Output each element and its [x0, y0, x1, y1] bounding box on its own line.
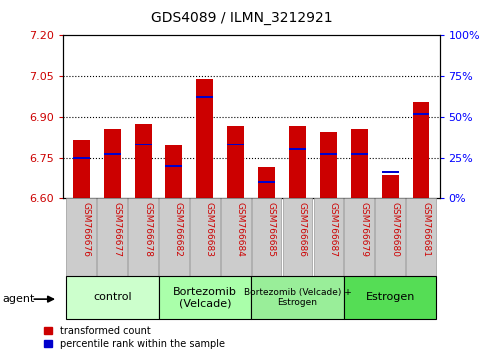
Bar [166, 165, 183, 167]
Bar [104, 153, 121, 155]
Bar [351, 129, 368, 198]
Bar [197, 79, 213, 198]
Bar [73, 156, 90, 159]
Bar [158, 276, 251, 319]
Text: GSM766682: GSM766682 [174, 202, 183, 257]
Bar [351, 153, 368, 155]
Bar [406, 198, 436, 276]
Text: control: control [93, 292, 131, 302]
Text: GSM766678: GSM766678 [143, 202, 152, 257]
Text: Estrogen: Estrogen [366, 292, 415, 302]
Legend: transformed count, percentile rank within the sample: transformed count, percentile rank withi… [43, 326, 225, 349]
Bar [128, 198, 158, 276]
Text: GSM766684: GSM766684 [236, 202, 245, 257]
Bar [252, 198, 282, 276]
Bar [313, 198, 343, 276]
Text: GDS4089 / ILMN_3212921: GDS4089 / ILMN_3212921 [151, 11, 332, 25]
Text: GSM766676: GSM766676 [81, 202, 90, 257]
Bar [258, 167, 275, 198]
Bar [251, 276, 344, 319]
Text: GSM766677: GSM766677 [112, 202, 121, 257]
Text: GSM766683: GSM766683 [205, 202, 214, 257]
Bar [320, 153, 337, 155]
Bar [375, 198, 405, 276]
Bar [190, 198, 220, 276]
Bar [382, 171, 398, 173]
Bar [412, 102, 429, 198]
Bar [412, 113, 429, 115]
Bar [67, 198, 96, 276]
Text: GSM766685: GSM766685 [267, 202, 276, 257]
Bar [382, 175, 398, 198]
Bar [197, 96, 213, 98]
Bar [135, 143, 152, 145]
Text: GSM766686: GSM766686 [298, 202, 307, 257]
Bar [73, 140, 90, 198]
Bar [289, 126, 306, 198]
Bar [98, 198, 127, 276]
Text: GSM766680: GSM766680 [390, 202, 399, 257]
Text: GSM766687: GSM766687 [328, 202, 337, 257]
Bar [227, 143, 244, 145]
Bar [104, 129, 121, 198]
Bar [159, 198, 189, 276]
Bar [227, 126, 244, 198]
Bar [289, 148, 306, 150]
Bar [283, 198, 313, 276]
Bar [320, 132, 337, 198]
Bar [66, 276, 158, 319]
Bar [135, 124, 152, 198]
Text: agent: agent [2, 294, 35, 304]
Text: GSM766679: GSM766679 [359, 202, 368, 257]
Text: GSM766681: GSM766681 [421, 202, 430, 257]
Text: Bortezomib
(Velcade): Bortezomib (Velcade) [173, 286, 237, 308]
Bar [221, 198, 251, 276]
Bar [166, 145, 183, 198]
Text: Bortezomib (Velcade) +
Estrogen: Bortezomib (Velcade) + Estrogen [243, 288, 351, 307]
Bar [344, 198, 374, 276]
Bar [258, 181, 275, 183]
Bar [344, 276, 437, 319]
